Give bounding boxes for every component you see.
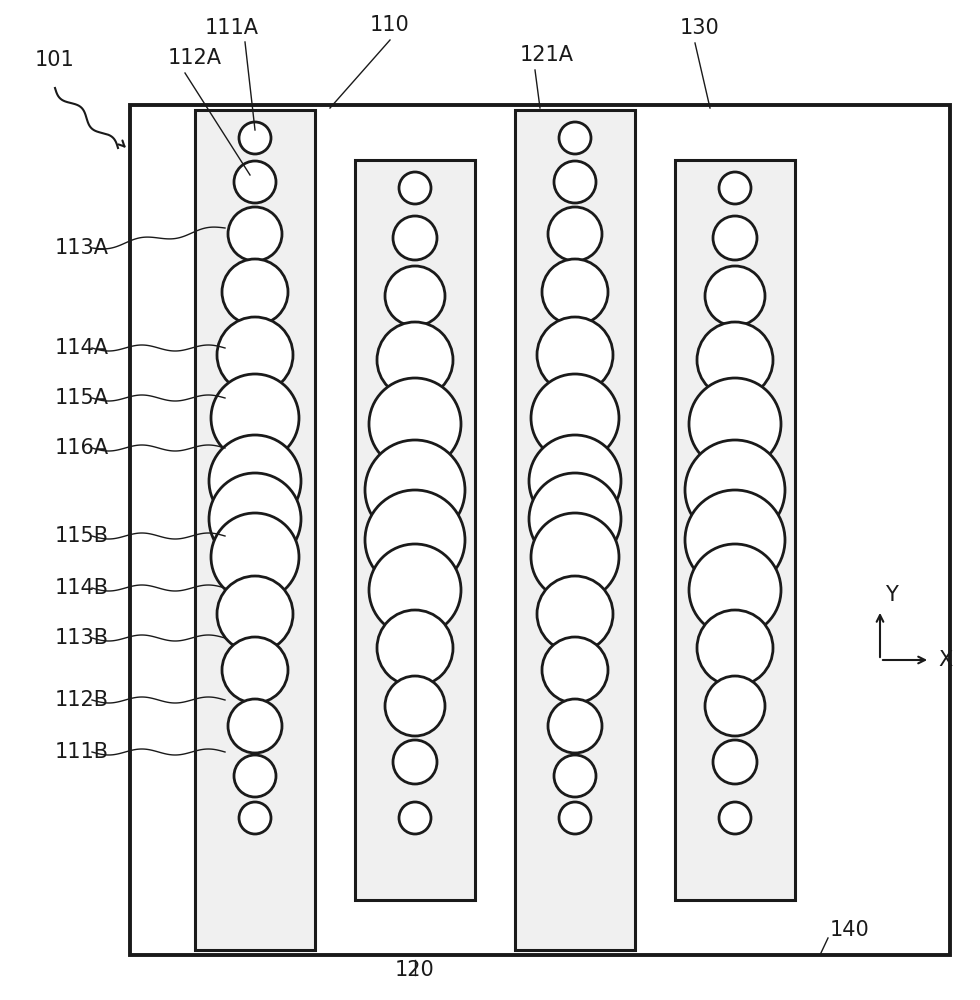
Circle shape xyxy=(548,207,602,261)
Text: X: X xyxy=(938,650,953,670)
Circle shape xyxy=(377,610,453,686)
Circle shape xyxy=(209,473,301,565)
Text: 140: 140 xyxy=(830,920,870,940)
Circle shape xyxy=(385,676,445,736)
Circle shape xyxy=(531,513,619,601)
Text: 112A: 112A xyxy=(168,48,222,68)
Text: 111A: 111A xyxy=(205,18,259,38)
Circle shape xyxy=(548,699,602,753)
Circle shape xyxy=(365,490,465,590)
Circle shape xyxy=(369,378,461,470)
Text: 101: 101 xyxy=(35,50,74,70)
Circle shape xyxy=(529,435,621,527)
Circle shape xyxy=(239,802,271,834)
Circle shape xyxy=(399,172,431,204)
Circle shape xyxy=(365,440,465,540)
Bar xyxy=(675,160,795,900)
Circle shape xyxy=(234,755,276,797)
Text: 112B: 112B xyxy=(55,690,109,710)
Circle shape xyxy=(689,544,781,636)
Circle shape xyxy=(559,802,591,834)
Circle shape xyxy=(705,266,765,326)
Circle shape xyxy=(531,374,619,462)
Circle shape xyxy=(537,576,613,652)
Circle shape xyxy=(222,637,288,703)
Circle shape xyxy=(239,122,271,154)
Circle shape xyxy=(399,802,431,834)
Text: 113A: 113A xyxy=(55,238,109,258)
Text: 116A: 116A xyxy=(55,438,109,458)
Bar xyxy=(195,110,315,950)
Text: 114A: 114A xyxy=(55,338,109,358)
Text: 110: 110 xyxy=(370,15,410,35)
Circle shape xyxy=(554,755,596,797)
Circle shape xyxy=(697,322,773,398)
Circle shape xyxy=(211,374,299,462)
Circle shape xyxy=(217,576,293,652)
Bar xyxy=(355,160,475,900)
Text: 115B: 115B xyxy=(55,526,109,546)
Circle shape xyxy=(211,513,299,601)
Circle shape xyxy=(685,490,785,590)
Text: 130: 130 xyxy=(680,18,719,38)
Circle shape xyxy=(209,435,301,527)
Circle shape xyxy=(369,544,461,636)
Circle shape xyxy=(228,207,282,261)
Text: 114B: 114B xyxy=(55,578,109,598)
Circle shape xyxy=(234,161,276,203)
Circle shape xyxy=(537,317,613,393)
Circle shape xyxy=(222,259,288,325)
Bar xyxy=(130,105,950,955)
Circle shape xyxy=(554,161,596,203)
Circle shape xyxy=(217,317,293,393)
Circle shape xyxy=(228,699,282,753)
Circle shape xyxy=(385,266,445,326)
Text: Y: Y xyxy=(885,585,898,605)
Circle shape xyxy=(719,802,751,834)
Text: 111B: 111B xyxy=(55,742,109,762)
Circle shape xyxy=(542,259,608,325)
Circle shape xyxy=(542,637,608,703)
Text: 113B: 113B xyxy=(55,628,109,648)
Circle shape xyxy=(685,440,785,540)
Text: 120: 120 xyxy=(395,960,435,980)
Bar xyxy=(515,110,635,950)
Circle shape xyxy=(719,172,751,204)
Circle shape xyxy=(559,122,591,154)
Circle shape xyxy=(689,378,781,470)
Circle shape xyxy=(529,473,621,565)
Text: 121A: 121A xyxy=(520,45,574,65)
Circle shape xyxy=(705,676,765,736)
Circle shape xyxy=(697,610,773,686)
Circle shape xyxy=(713,740,757,784)
Circle shape xyxy=(393,216,437,260)
Circle shape xyxy=(393,740,437,784)
Circle shape xyxy=(713,216,757,260)
Circle shape xyxy=(377,322,453,398)
Text: 115A: 115A xyxy=(55,388,109,408)
